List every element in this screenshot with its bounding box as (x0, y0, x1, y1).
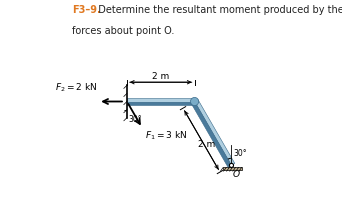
Text: F3–9.: F3–9. (72, 5, 101, 15)
Text: $F_1 = 3$ kN: $F_1 = 3$ kN (145, 129, 187, 141)
Text: 30°: 30° (234, 149, 247, 157)
Text: Determine the resultant moment produced by the: Determine the resultant moment produced … (92, 5, 342, 15)
Polygon shape (127, 102, 195, 106)
Circle shape (190, 98, 199, 106)
Text: O: O (233, 169, 240, 178)
Text: $F_2 = 2$ kN: $F_2 = 2$ kN (55, 81, 97, 94)
Text: 2 m: 2 m (198, 139, 215, 148)
Polygon shape (127, 98, 195, 102)
Text: forces about point O.: forces about point O. (72, 26, 174, 35)
Text: 2 m: 2 m (152, 71, 169, 80)
Polygon shape (223, 168, 241, 170)
Polygon shape (195, 100, 235, 166)
Text: 30°: 30° (128, 114, 142, 123)
Polygon shape (191, 102, 232, 167)
Circle shape (229, 164, 234, 168)
